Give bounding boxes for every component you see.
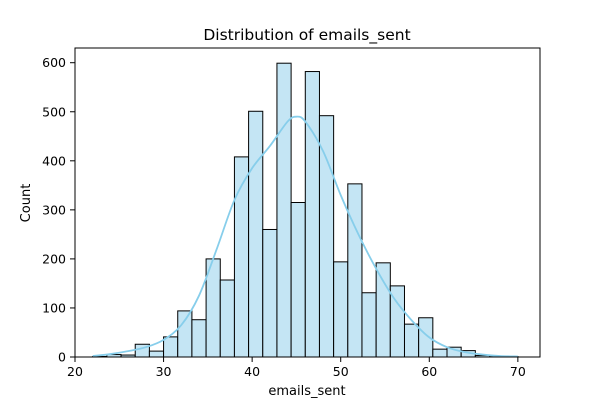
x-tick-label: 70	[510, 364, 526, 379]
histogram-bar	[276, 62, 292, 358]
histogram-bar	[290, 202, 306, 358]
x-tick-label: 40	[244, 364, 260, 379]
histogram-bar	[318, 115, 335, 358]
x-tick-label: 30	[156, 364, 172, 379]
histogram-bar	[248, 110, 264, 358]
y-axis-title: Count	[19, 184, 34, 223]
histogram-bar	[375, 262, 391, 358]
histogram-bar	[148, 350, 165, 358]
x-axis-ticks: 20 30 40 50 60 70	[67, 357, 526, 379]
histogram-bar	[403, 323, 420, 358]
x-tick-label: 60	[421, 364, 437, 379]
histogram-bar	[219, 279, 235, 358]
histogram-bar	[177, 310, 193, 358]
histogram-bar	[163, 336, 179, 358]
kde-layer	[92, 115, 518, 358]
y-tick-label: 500	[42, 104, 66, 119]
histogram-bar	[432, 348, 448, 358]
y-tick-label: 400	[42, 153, 66, 168]
histogram-bar	[262, 228, 278, 358]
y-tick-label: 300	[42, 202, 66, 217]
plot-frame	[74, 47, 541, 358]
bars-layer	[92, 62, 519, 358]
y-axis-ticks: 0 100 200 300 400 500 600	[42, 55, 75, 365]
y-tick-label: 0	[58, 350, 66, 365]
x-axis-title: emails_sent	[268, 384, 345, 399]
histogram-bar	[191, 319, 207, 358]
histogram-bar	[347, 183, 363, 358]
x-tick-label: 20	[67, 364, 83, 379]
histogram-bar	[333, 261, 349, 358]
y-tick-label: 600	[42, 55, 66, 70]
y-tick-label: 200	[42, 251, 66, 266]
y-tick-label: 100	[42, 300, 66, 315]
kde-curve	[92, 115, 518, 358]
histogram-bar	[304, 71, 320, 358]
x-tick-label: 50	[333, 364, 349, 379]
chart-title: Distribution of emails_sent	[203, 26, 410, 45]
histogram-bar	[361, 292, 377, 358]
